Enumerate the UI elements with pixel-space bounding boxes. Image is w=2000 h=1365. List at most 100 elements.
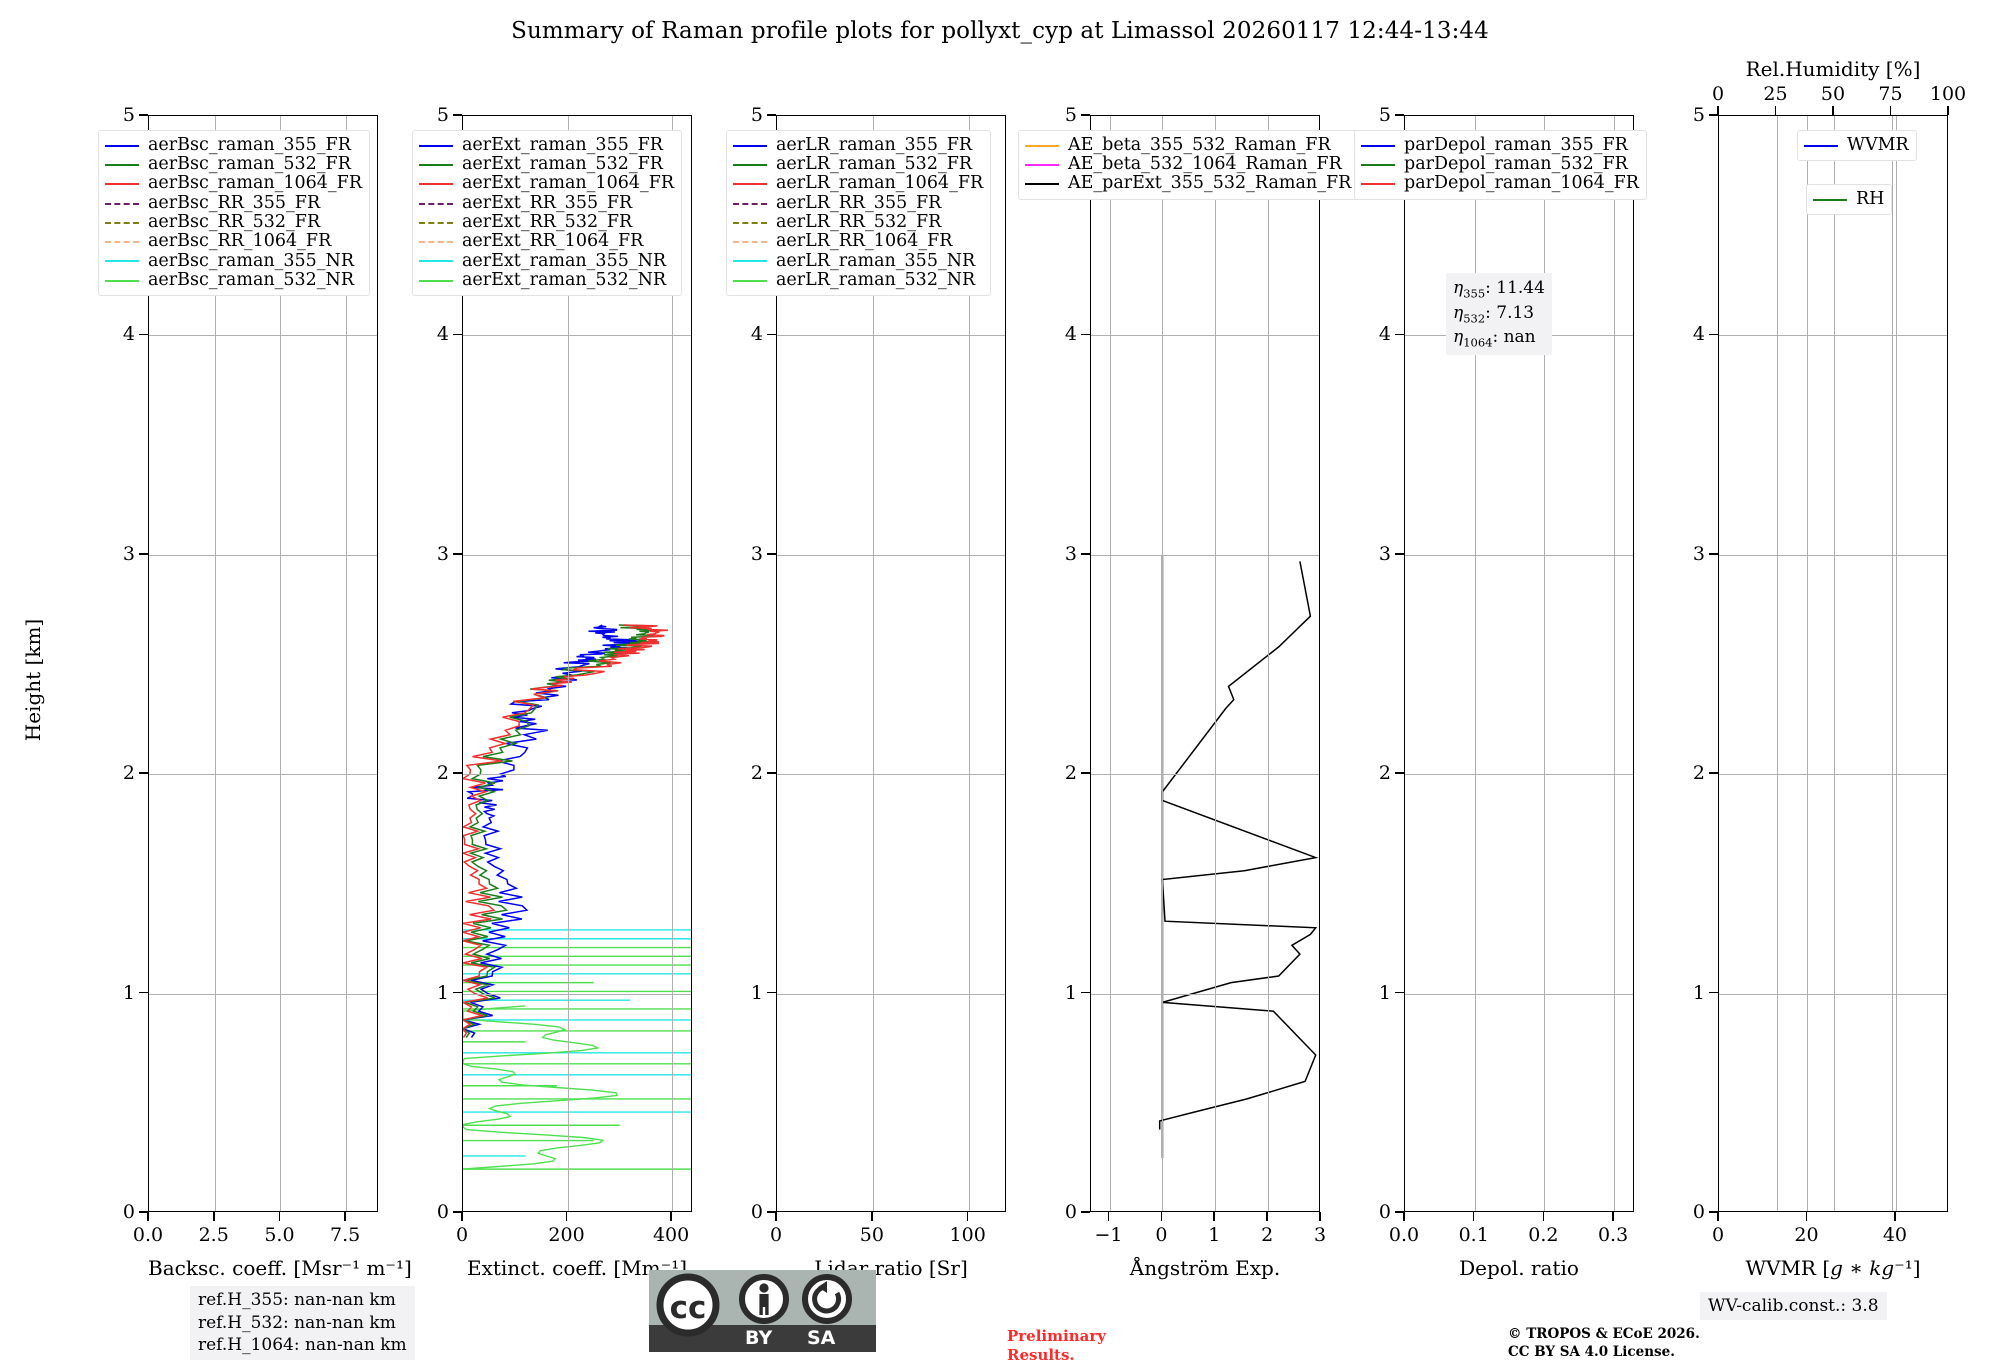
legend-item[interactable]: aerLR_RR_1064_FR bbox=[733, 232, 983, 251]
legend-item[interactable]: aerBsc_raman_355_FR bbox=[105, 136, 362, 155]
legend-swatch bbox=[1361, 163, 1395, 166]
legend-item[interactable]: aerLR_RR_355_FR bbox=[733, 194, 983, 213]
legend-item[interactable]: aerBsc_raman_532_FR bbox=[105, 155, 362, 174]
top-x-tick-label: 25 bbox=[1763, 83, 1788, 105]
legend-swatch bbox=[1361, 183, 1395, 186]
x-axis-title-backscatter: Backsc. coeff. [Msr⁻¹ m⁻¹] bbox=[148, 1256, 412, 1280]
grid-line-h bbox=[777, 554, 1005, 556]
legend-item[interactable]: AE_beta_532_1064_Raman_FR bbox=[1025, 155, 1351, 174]
legend-swatch bbox=[105, 144, 139, 147]
legend-item[interactable]: WVMR bbox=[1804, 136, 1909, 155]
legend-item[interactable]: aerLR_raman_1064_FR bbox=[733, 175, 983, 194]
y-tick-label: 3 bbox=[750, 542, 763, 565]
y-tick-label: 3 bbox=[1064, 542, 1077, 565]
legend-label: aerExt_RR_355_FR bbox=[462, 192, 633, 213]
legend-label: aerBsc_raman_532_NR bbox=[148, 269, 355, 290]
y-tick-label: 2 bbox=[122, 762, 135, 785]
legend-label: parDepol_raman_532_FR bbox=[1404, 154, 1628, 175]
legend-item[interactable]: aerExt_RR_1064_FR bbox=[419, 232, 674, 251]
eta-1064-row: η1064: nan bbox=[1453, 327, 1536, 350]
legend-swatch bbox=[419, 241, 453, 244]
x-tick-label: 0.3 bbox=[1597, 1224, 1629, 1246]
legend-item[interactable]: aerExt_raman_532_NR bbox=[419, 271, 674, 290]
eta-532-subscript: 532 bbox=[1463, 310, 1486, 325]
legend-item[interactable]: aerExt_raman_532_FR bbox=[419, 155, 674, 174]
legend-swatch bbox=[733, 260, 767, 263]
eta-355-value: : 11.44 bbox=[1485, 278, 1545, 298]
legend-item[interactable]: aerLR_raman_532_NR bbox=[733, 271, 983, 290]
x-tick bbox=[1472, 1212, 1475, 1221]
y-tick bbox=[1709, 991, 1718, 994]
legend-item[interactable]: parDepol_raman_532_FR bbox=[1361, 155, 1639, 174]
plot-area-extinction bbox=[462, 115, 692, 1212]
y-tick bbox=[1081, 772, 1090, 774]
panel-backscatter: Backsc. coeff. [Msr⁻¹ m⁻¹] 0 1 2 3 4 5 0.0 2.5 5… bbox=[123, 104, 412, 1280]
legend-item[interactable]: aerLR_raman_355_FR bbox=[733, 136, 983, 155]
grid-line-h bbox=[149, 335, 377, 337]
legend-label: aerExt_raman_532_FR bbox=[462, 154, 663, 175]
x-axis-title-wvmr: WVMR [𝑔 ∗ 𝑘𝑔⁻¹] bbox=[1745, 1256, 1921, 1280]
legend-item[interactable]: aerExt_raman_355_NR bbox=[419, 252, 674, 271]
grid-line-h bbox=[1405, 993, 1633, 995]
preliminary-line-2: Results. bbox=[1007, 1345, 1075, 1364]
legend-item[interactable]: AE_parExt_355_532_Raman_FR bbox=[1025, 175, 1351, 194]
grid-line-v bbox=[1268, 116, 1270, 1211]
plot-area-wvmr bbox=[1718, 115, 1948, 1212]
legend-item[interactable]: RH bbox=[1813, 190, 1884, 209]
legend-swatch bbox=[105, 163, 139, 166]
eta-532-value: : 7.13 bbox=[1485, 302, 1535, 323]
legend-swatch bbox=[733, 202, 767, 205]
legend-item[interactable]: aerExt_RR_532_FR bbox=[419, 213, 674, 232]
legend-item[interactable]: aerBsc_raman_1064_FR bbox=[105, 175, 362, 194]
legend-item[interactable]: AE_beta_355_532_Raman_FR bbox=[1025, 136, 1351, 155]
legend-item[interactable]: aerBsc_RR_355_FR bbox=[105, 194, 362, 213]
legend-item[interactable]: aerLR_RR_532_FR bbox=[733, 213, 983, 232]
ref-h-1064: ref.H_1064: nan-nan km bbox=[198, 1335, 407, 1356]
x-tick bbox=[871, 1212, 873, 1221]
legend-label: aerLR_raman_355_NR bbox=[776, 250, 976, 271]
top-x-tick-label: 75 bbox=[1878, 83, 1903, 105]
preliminary-line-1: Preliminary bbox=[1007, 1327, 1106, 1345]
x-tick-label: 50 bbox=[859, 1224, 884, 1246]
legend-backscatter[interactable]: aerBsc_raman_355_FR aerBsc_raman_532_FR ae… bbox=[98, 130, 370, 297]
legend-label: aerLR_raman_532_FR bbox=[776, 154, 973, 175]
y-tick-label: 5 bbox=[436, 104, 449, 126]
cc-logo-icon: cc bbox=[656, 1273, 720, 1337]
angstrom-curves bbox=[1158, 554, 1319, 1159]
legend-lidar-ratio[interactable]: aerLR_raman_355_FR aerLR_raman_532_FR aerL… bbox=[726, 130, 992, 297]
legend-item[interactable]: aerLR_raman_355_NR bbox=[733, 252, 983, 271]
grid-line-v bbox=[1807, 116, 1809, 1211]
legend-item[interactable]: aerExt_raman_1064_FR bbox=[419, 175, 674, 194]
x-tick bbox=[1717, 1212, 1719, 1221]
legend-item[interactable]: aerExt_raman_355_FR bbox=[419, 136, 674, 155]
grid-line-h bbox=[1719, 774, 1947, 776]
legend-swatch bbox=[105, 183, 139, 186]
x-tick bbox=[775, 1212, 777, 1221]
legend-item[interactable]: aerExt_RR_355_FR bbox=[419, 194, 674, 213]
legend-depol-ratio[interactable]: parDepol_raman_355_FR parDepol_raman_532_… bbox=[1354, 130, 1647, 200]
legend-angstrom[interactable]: AE_beta_355_532_Raman_FR AE_beta_532_1064… bbox=[1018, 130, 1360, 200]
legend-item[interactable]: parDepol_raman_1064_FR bbox=[1361, 175, 1639, 194]
legend-item[interactable]: aerBsc_raman_355_NR bbox=[105, 252, 362, 271]
y-tick-label: 3 bbox=[122, 542, 135, 565]
legend-extinction[interactable]: aerExt_raman_355_FR aerExt_raman_532_FR ae… bbox=[412, 130, 683, 297]
grid-line-v bbox=[1162, 116, 1164, 1211]
grid-line-h bbox=[1719, 335, 1947, 337]
x-tick bbox=[966, 1212, 969, 1221]
legend-label: aerBsc_RR_1064_FR bbox=[148, 231, 332, 252]
x-axis-title-depol-ratio: Depol. ratio bbox=[1459, 1256, 1579, 1280]
y-tick-label: 2 bbox=[436, 762, 449, 785]
legend-rh[interactable]: RH bbox=[1806, 184, 1893, 216]
preliminary-results-note: Preliminary Results. bbox=[1007, 1327, 1106, 1365]
legend-label: aerBsc_RR_532_FR bbox=[148, 212, 321, 233]
legend-item[interactable]: aerBsc_raman_532_NR bbox=[105, 271, 362, 290]
grid-line-h bbox=[1719, 993, 1947, 995]
legend-item[interactable]: parDepol_raman_355_FR bbox=[1361, 136, 1639, 155]
y-tick bbox=[453, 991, 462, 994]
legend-wvmr[interactable]: WVMR bbox=[1797, 130, 1917, 162]
legend-item[interactable]: aerLR_raman_532_FR bbox=[733, 155, 983, 174]
panel-lidar-ratio: Lidar ratio [Sr] 0 1 2 3 4 5 0 50 100 bbox=[751, 104, 1006, 1280]
legend-item[interactable]: aerBsc_RR_532_FR bbox=[105, 213, 362, 232]
legend-item[interactable]: aerBsc_RR_1064_FR bbox=[105, 232, 362, 251]
